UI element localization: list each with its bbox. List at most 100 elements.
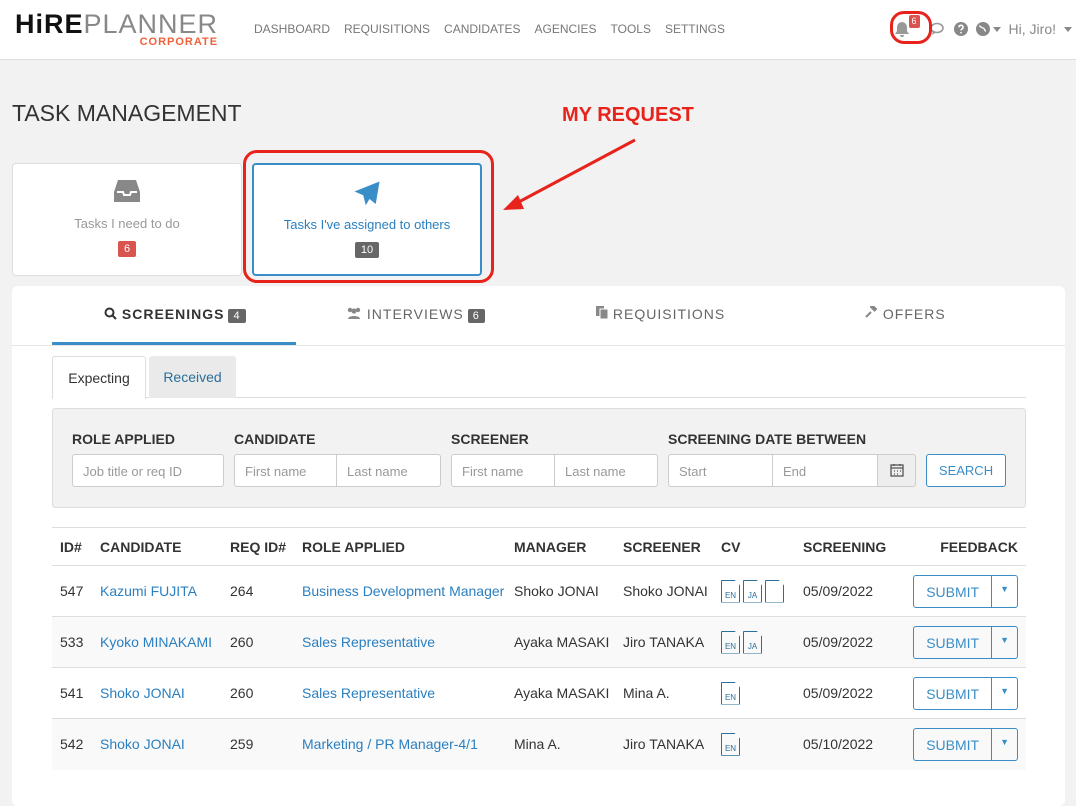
nav-requisitions[interactable]: REQUISITIONS [344, 22, 431, 36]
annotation-label: MY REQUEST [562, 104, 694, 126]
id-cell: 533 [52, 616, 92, 668]
column-header: ID# [52, 527, 92, 566]
submit-button[interactable]: SUBMIT [926, 685, 980, 702]
manager-cell: Ayaka MASAKI [506, 667, 615, 719]
nav-tools[interactable]: TOOLS [610, 22, 651, 36]
cv-document-icon[interactable]: JA [743, 579, 762, 603]
hireplanner-logo[interactable]: HiREPLANNER CORPORATE [15, 9, 218, 49]
caret-down-icon[interactable]: ▼ [991, 626, 1017, 658]
cv-cell: EN JA [713, 565, 795, 617]
candidate-last-name-input[interactable]: Last name [336, 454, 441, 487]
candidate-link[interactable]: Shoko JONAI [100, 736, 185, 753]
card-label: Tasks I've assigned to others [283, 217, 451, 232]
req-id-cell: 264 [222, 565, 294, 617]
nav-candidates[interactable]: CANDIDATES [444, 22, 521, 36]
role-link[interactable]: Marketing / PR Manager-4/1 [302, 736, 478, 753]
req-id-cell: 260 [222, 667, 294, 719]
id-cell: 542 [52, 718, 92, 770]
caret-down-icon[interactable] [1064, 26, 1072, 32]
tab-count: 6 [467, 309, 485, 323]
screening-date-cell: 05/10/2022 [795, 718, 905, 770]
column-header: SCREENER [615, 527, 713, 566]
table-row: 533 Kyoko MINAKAMI 260 Sales Representat… [52, 616, 1026, 668]
column-header: REQ ID# [222, 527, 294, 566]
search-button[interactable]: SEARCH [926, 454, 1006, 487]
copy-icon [596, 306, 609, 320]
candidate-first-name-input[interactable]: First name [234, 454, 337, 487]
user-menu[interactable]: Hi, Jiro! [1008, 21, 1056, 37]
role-link[interactable]: Sales Representative [302, 685, 436, 701]
nav-agencies[interactable]: AGENCIES [534, 22, 597, 36]
calendar-icon[interactable] [877, 454, 916, 487]
annotation-box [243, 150, 494, 283]
caret-down-icon[interactable]: ▼ [991, 677, 1017, 709]
table-row: 547 Kazumi FUJITA 264 Business Developme… [52, 565, 1026, 617]
date-label: SCREENING DATE BETWEEN [668, 431, 867, 447]
column-header: CANDIDATE [92, 527, 222, 566]
tab-label: SCREENINGS [121, 306, 225, 322]
logo-hire: HiRE [15, 9, 84, 39]
manager-cell: Shoko JONAI [506, 565, 615, 617]
tab-label: OFFERS [882, 306, 946, 322]
cv-document-icon[interactable]: EN [721, 630, 740, 654]
cv-document-icon[interactable]: EN [721, 579, 740, 603]
tab-label: REQUISITIONS [612, 306, 726, 322]
help-icon[interactable] [953, 22, 968, 36]
cv-document-icon[interactable]: EN [721, 681, 740, 705]
main-panel: SCREENINGS 4 INTERVIEWS 6 REQUISITIONS OFF… [12, 286, 1065, 806]
submit-button[interactable]: SUBMIT [926, 736, 980, 753]
candidate-link[interactable]: Kazumi FUJITA [100, 583, 197, 599]
main-nav: DASHBOARD REQUISITIONS CANDIDATES AGENCI… [254, 22, 725, 36]
annotation-circle [890, 11, 932, 44]
submit-split-button[interactable]: SUBMIT ▼ [913, 676, 1018, 710]
candidate-link[interactable]: Kyoko MINAKAMI [100, 634, 213, 650]
cv-document-icon[interactable] [765, 579, 784, 603]
role-link[interactable]: Sales Representative [302, 634, 436, 650]
cv-cell: EN [713, 667, 795, 719]
submit-button[interactable]: SUBMIT [926, 583, 980, 600]
submit-button[interactable]: SUBMIT [926, 634, 980, 651]
candidate-link[interactable]: Shoko JONAI [100, 685, 185, 701]
card-count: 10 [354, 242, 380, 258]
tab-count: 4 [228, 309, 246, 323]
start-date-input[interactable]: Start [668, 454, 773, 487]
subtab-received[interactable]: Received [149, 356, 236, 398]
screener-last-name-input[interactable]: Last name [554, 454, 658, 487]
role-link[interactable]: Business Development Manager [302, 583, 505, 599]
caret-down-icon[interactable]: ▼ [991, 728, 1017, 760]
inbox-icon [13, 178, 241, 212]
column-header: ROLE APPLIED [294, 527, 506, 566]
tab-screenings[interactable]: SCREENINGS 4 [104, 306, 246, 323]
screenings-table: ID# CANDIDATE REQ ID# ROLE APPLIED MANAGER SC… [52, 527, 1026, 770]
globe-language-icon[interactable] [975, 22, 1001, 36]
cv-document-icon[interactable]: EN [721, 732, 740, 756]
tab-requisitions[interactable]: REQUISITIONS [596, 306, 725, 322]
caret-down-icon[interactable]: ▼ [991, 575, 1017, 607]
role-input[interactable]: Job title or req ID [72, 454, 224, 487]
page-title: TASK MANAGEMENT [12, 100, 242, 126]
screener-cell: Jiro TANAKA [615, 718, 713, 770]
cv-document-icon[interactable]: JA [743, 630, 762, 654]
subtab-expecting[interactable]: Expecting [52, 356, 146, 399]
tab-interviews[interactable]: INTERVIEWS 6 [346, 306, 485, 323]
card-label: Tasks I need to do [74, 216, 180, 231]
nav-settings[interactable]: SETTINGS [664, 22, 725, 36]
cv-cell: EN JA [713, 616, 795, 668]
card-tasks-to-do[interactable]: Tasks I need to do 6 [12, 163, 242, 276]
card-tasks-assigned[interactable]: Tasks I've assigned to others 10 [252, 163, 482, 276]
submit-split-button[interactable]: SUBMIT ▼ [913, 727, 1018, 761]
column-header: MANAGER [506, 527, 615, 566]
submit-split-button[interactable]: SUBMIT ▼ [913, 574, 1018, 608]
end-date-input[interactable]: End [772, 454, 878, 487]
id-cell: 547 [52, 565, 92, 617]
paper-plane-icon [254, 179, 480, 213]
column-header: SCREENING [795, 527, 905, 566]
screening-date-cell: 05/09/2022 [795, 616, 905, 668]
annotation-arrow [503, 138, 636, 210]
cv-cell: EN [713, 718, 795, 770]
screener-first-name-input[interactable]: First name [451, 454, 555, 487]
nav-dashboard[interactable]: DASHBOARD [254, 22, 331, 36]
submit-split-button[interactable]: SUBMIT ▼ [913, 625, 1018, 659]
tab-offers[interactable]: OFFERS [865, 304, 946, 322]
screener-cell: Mina A. [615, 667, 713, 719]
